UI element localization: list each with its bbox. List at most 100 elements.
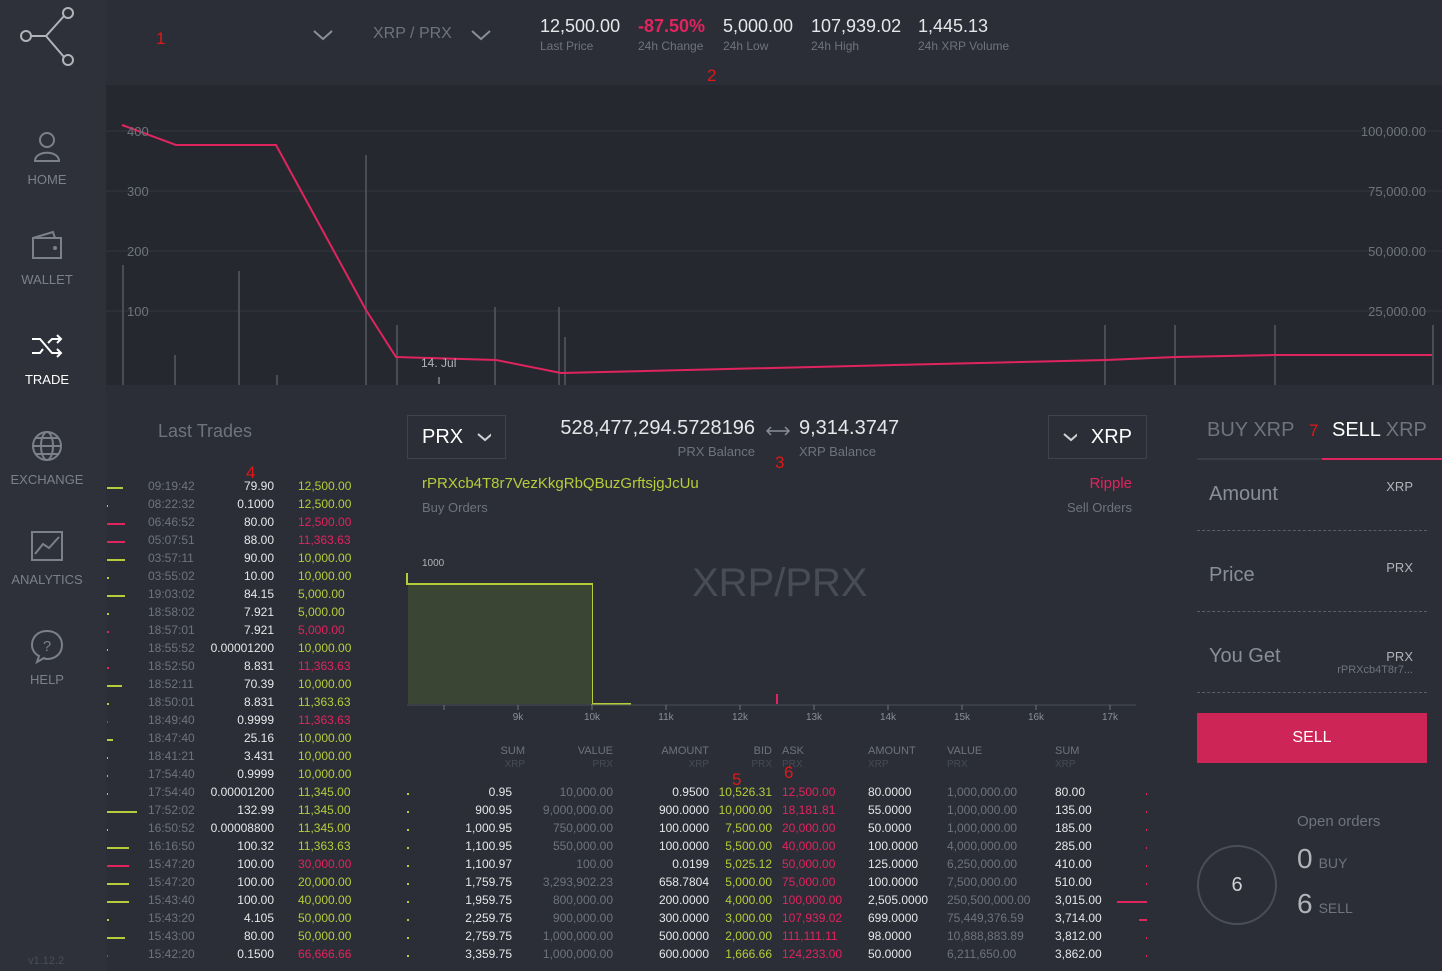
sidebar-item-exchange[interactable]: EXCHANGE — [0, 428, 94, 487]
you-get-field[interactable]: You Get PRX rPRXcb4T8r7... — [1197, 615, 1427, 693]
quote-asset-label: XRP — [1090, 425, 1132, 448]
order-buy-amount: 658.7804 — [658, 875, 709, 889]
marker-3: 3 — [775, 453, 785, 472]
price-chart-canvas: 400 300 200 100 100,000.00 75,000.00 50,… — [106, 124, 1442, 385]
last-trades-panel: Last Trades 4 09:19:42 79.90 12,500.00 08:2… — [106, 385, 396, 971]
order-buy-sum: 2,259.75 — [465, 911, 512, 925]
price-chart[interactable]: 400 300 200 100 100,000.00 75,000.00 50,… — [106, 85, 1442, 385]
sidebar-item-label: ANALYTICS — [11, 572, 83, 587]
sidebar-item-wallet[interactable]: WALLET — [0, 228, 94, 287]
order-buy-sum: 3,359.75 — [465, 947, 512, 961]
marker-5: 5 — [732, 770, 742, 789]
trade-row: 03:55:02 10.00 10,000.00 — [106, 569, 396, 587]
trade-volume-bar — [107, 757, 108, 759]
order-sell-amount: 50.0000 — [868, 821, 912, 835]
base-asset-select[interactable]: PRX — [407, 415, 506, 459]
order-sell-amount: 100.0000 — [868, 839, 919, 853]
tab-buy[interactable]: BUY XRP — [1207, 419, 1295, 441]
app-logo-icon[interactable] — [14, 2, 80, 68]
sell-depth-bar — [1146, 829, 1147, 831]
prx-balance: 528,477,294.5728196 PRX Balance — [560, 417, 755, 459]
trade-amount: 88.00 — [243, 533, 274, 547]
order-book-row[interactable]: 900.95 9,000,000.00 900.0000 10,000.00 18,18… — [396, 803, 1156, 821]
trade-row: 16:16:50 100.32 11,363.63 — [106, 839, 396, 857]
order-sell-sum: 3,015.00 — [1055, 893, 1102, 907]
trade-amount: 90.00 — [243, 551, 274, 565]
chevron-down-icon[interactable] — [470, 28, 492, 42]
trade-row: 09:19:42 79.90 12,500.00 — [106, 479, 396, 497]
depth-x-tick: 9k — [513, 712, 525, 723]
trade-volume-bar — [107, 595, 125, 597]
depth-x-tick: 15k — [954, 712, 971, 723]
amount-field[interactable]: Amount XRP — [1197, 453, 1427, 531]
tab-underline — [1197, 458, 1442, 460]
chart-y2-tick: 75,000.00 — [1368, 184, 1426, 199]
trade-amount: 132.99 — [237, 803, 274, 817]
trade-volume-bar — [107, 739, 113, 741]
sidebar: HOME WALLET TRADE EXCHANGE ANALYTICS ? H… — [0, 0, 106, 971]
pair-selector[interactable]: XRP / PRX — [373, 25, 452, 42]
order-sell-sum: 135.00 — [1055, 803, 1092, 817]
trade-row: 18:49:40 0.9999 11,363.63 — [106, 713, 396, 731]
trade-time: 18:41:21 — [148, 749, 195, 763]
quote-asset-select[interactable]: XRP — [1048, 415, 1147, 459]
swap-arrows-icon[interactable] — [766, 425, 790, 437]
order-book-row[interactable]: 2,759.75 1,000,000.00 500.0000 2,000.00 111,… — [396, 929, 1156, 947]
tab-sell[interactable]: SELL XRP — [1332, 419, 1427, 441]
sidebar-item-home[interactable]: HOME — [0, 128, 94, 187]
order-bid-price: 10,000.00 — [718, 803, 772, 817]
issuer-link[interactable]: Ripple — [1089, 475, 1132, 492]
chart-y2-tick: 100,000.00 — [1361, 124, 1426, 139]
trade-time: 03:55:02 — [148, 569, 195, 583]
order-book-row[interactable]: 1,759.75 3,293,902.23 658.7804 5,000.00 75,0… — [396, 875, 1156, 893]
trade-amount: 100.00 — [237, 857, 274, 871]
trade-volume-bar — [107, 865, 129, 867]
order-book-row[interactable]: 1,100.97 100.00 0.0199 5,025.12 50,000.00 125… — [396, 857, 1156, 875]
depth-x-tick: 10k — [584, 712, 601, 723]
trade-volume-bar — [107, 793, 108, 795]
account-address[interactable]: rPRXcb4T8r7VezKkgRbQBuzGrftsjgJcUu — [422, 475, 699, 492]
trade-amount: 0.1000 — [237, 497, 274, 511]
trade-amount: 7.921 — [243, 605, 274, 619]
open-orders-total[interactable]: 6 — [1197, 845, 1277, 925]
sidebar-item-trade[interactable]: TRADE — [0, 328, 94, 387]
trade-amount: 100.32 — [237, 839, 274, 853]
trade-price: 12,500.00 — [298, 497, 352, 511]
trade-price: 10,000.00 — [298, 641, 352, 655]
order-book-row[interactable]: 0.95 10,000.00 0.9500 10,526.31 12,500.00 80.… — [396, 785, 1156, 803]
order-book-row[interactable]: 1,959.75 800,000.00 200.0000 4,000.00 100,00… — [396, 893, 1156, 911]
depth-y-tick: 1000 — [422, 558, 445, 569]
trade-time: 15:43:00 — [148, 929, 195, 943]
depth-x-tick: 12k — [732, 712, 749, 723]
order-sell-amount: 125.0000 — [868, 857, 919, 871]
chart-y-tick: 200 — [127, 244, 149, 259]
order-sell-value: 75,449,376.59 — [947, 911, 1024, 925]
order-buy-sum: 900.95 — [475, 803, 512, 817]
order-sell-value: 1,000,000.00 — [947, 803, 1018, 817]
depth-x-tick: 11k — [658, 712, 674, 723]
order-book-row[interactable]: 3,359.75 1,000,000.00 600.0000 1,666.66 124,… — [396, 947, 1156, 965]
sell-depth-bar — [1146, 883, 1147, 885]
tab-underline-active — [1322, 458, 1442, 460]
sidebar-item-analytics[interactable]: ANALYTICS — [0, 528, 94, 587]
trade-volume-bar — [107, 667, 109, 669]
trade-volume-bar — [107, 541, 125, 543]
price-field[interactable]: Price PRX — [1197, 534, 1427, 612]
marker-7: 7 — [1309, 421, 1319, 440]
order-ask-price: 20,000.00 — [782, 821, 836, 835]
depth-chart[interactable]: 1000 500 0 9k 10k 11k 12k 13k 14k 15k 16… — [396, 553, 1156, 723]
sell-button[interactable]: SELL — [1197, 713, 1427, 763]
trade-time: 15:42:20 — [148, 947, 195, 961]
trade-amount: 80.00 — [243, 515, 274, 529]
order-book-row[interactable]: 1,100.95 550,000.00 100.0000 5,500.00 40,000… — [396, 839, 1156, 857]
trade-row: 17:54:40 0.00001200 11,345.00 — [106, 785, 396, 803]
open-orders-sell: 6 SELL — [1297, 888, 1353, 919]
trade-row: 18:58:02 7.921 5,000.00 — [106, 605, 396, 623]
sidebar-item-help[interactable]: ? HELP — [0, 628, 94, 687]
chevron-down-icon[interactable] — [312, 28, 334, 42]
order-book-row[interactable]: 2,259.75 900,000.00 300.0000 3,000.00 107,93… — [396, 911, 1156, 929]
trade-time: 05:07:51 — [148, 533, 195, 547]
trade-row: 15:43:40 100.00 40,000.00 — [106, 893, 396, 911]
stat-24h-high: 107,939.02 24h High — [811, 16, 902, 53]
order-book-row[interactable]: 1,000.95 750,000.00 100.0000 7,500.00 20,000… — [396, 821, 1156, 839]
